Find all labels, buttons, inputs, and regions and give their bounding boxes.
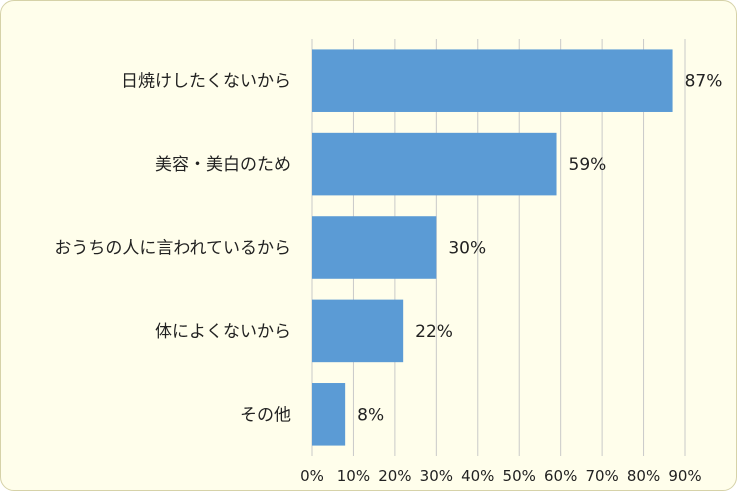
x-tick-label: 80% xyxy=(627,467,660,485)
bar xyxy=(312,383,346,446)
data-label: 87% xyxy=(685,72,723,92)
bar xyxy=(312,49,673,112)
category-label: 美容・美白のため xyxy=(155,155,291,175)
category-label: おうちの人に言われているから xyxy=(54,239,291,259)
bars xyxy=(312,49,673,446)
data-label: 22% xyxy=(415,322,453,342)
x-tick-label: 50% xyxy=(503,467,536,485)
category-labels: 日焼けしたくないから美容・美白のためおうちの人に言われているから体によくないから… xyxy=(54,72,291,426)
data-labels: 87% 59% 30% 22% 8% xyxy=(357,72,722,426)
data-label: 30% xyxy=(448,239,486,259)
x-tick-label: 90% xyxy=(668,467,701,485)
x-tick-label: 70% xyxy=(585,467,618,485)
x-tick-label: 10% xyxy=(337,467,370,485)
x-tick-label: 60% xyxy=(544,467,577,485)
data-label: 59% xyxy=(569,155,607,175)
bar xyxy=(312,299,404,363)
bar xyxy=(312,132,557,196)
data-label: 8% xyxy=(357,405,384,425)
category-label: 日焼けしたくないから xyxy=(121,72,291,92)
x-tick-label: 30% xyxy=(420,467,453,485)
x-tick-label: 40% xyxy=(461,467,494,485)
category-label: その他 xyxy=(240,405,291,425)
bar xyxy=(312,216,437,279)
x-tick-labels: 0% 10% 20% 30% 40% 50% 60% 70% 80% 90% xyxy=(300,467,702,485)
category-label: 体によくないから xyxy=(155,322,291,342)
x-tick-label: 0% xyxy=(300,467,324,485)
x-tick-label: 20% xyxy=(378,467,411,485)
